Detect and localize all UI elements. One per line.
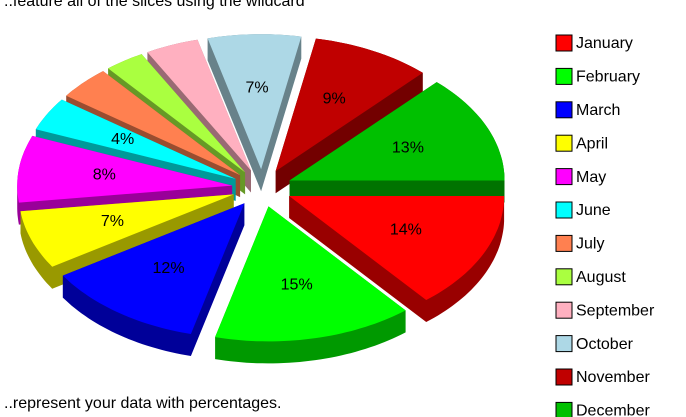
data-label: 4% (111, 131, 134, 148)
slice (289, 82, 505, 181)
data-label: 12% (153, 260, 185, 277)
chart-subtitle: ..represent your data with percentages. (4, 395, 282, 412)
legend-label: October (576, 336, 634, 353)
slice (207, 34, 302, 170)
slice (289, 196, 505, 300)
data-label: 8% (93, 167, 116, 184)
legend-swatch (555, 234, 573, 252)
slice (20, 194, 234, 267)
slice (215, 206, 406, 342)
legend-swatch (555, 34, 573, 52)
legend-swatch (555, 201, 573, 219)
legend-label: December (576, 403, 650, 417)
legend-swatch (555, 368, 573, 386)
legend-swatch (555, 67, 573, 85)
slice (35, 99, 236, 179)
slice (147, 39, 251, 171)
slice (66, 71, 241, 176)
legend-label: April (576, 135, 608, 152)
legend-label: February (576, 69, 640, 86)
legend-label: September (576, 302, 655, 319)
legend-label: May (576, 169, 606, 186)
legend-swatch (555, 268, 573, 286)
slice (62, 203, 245, 334)
legend-label: March (576, 102, 620, 119)
legend-label: August (576, 269, 626, 286)
slice (17, 135, 233, 203)
legend-swatch (555, 301, 573, 319)
legend-swatch (555, 401, 573, 417)
legend-label: July (576, 236, 604, 253)
legend-label: November (576, 369, 650, 386)
legend-swatch (555, 335, 573, 353)
slice (108, 54, 246, 173)
data-label: 7% (245, 79, 268, 96)
data-label: 13% (392, 140, 424, 157)
slice (275, 38, 423, 172)
legend-label: January (576, 35, 633, 52)
data-label: 9% (323, 90, 346, 107)
legend-swatch (555, 168, 573, 186)
legend-label: June (576, 202, 611, 219)
legend-swatch (555, 134, 573, 152)
data-label: 7% (101, 213, 124, 230)
data-label: 14% (390, 222, 422, 239)
legend-swatch (555, 101, 573, 119)
data-label: 15% (281, 277, 313, 294)
chart-title: ..feature all of the slices using the wi… (4, 0, 305, 10)
